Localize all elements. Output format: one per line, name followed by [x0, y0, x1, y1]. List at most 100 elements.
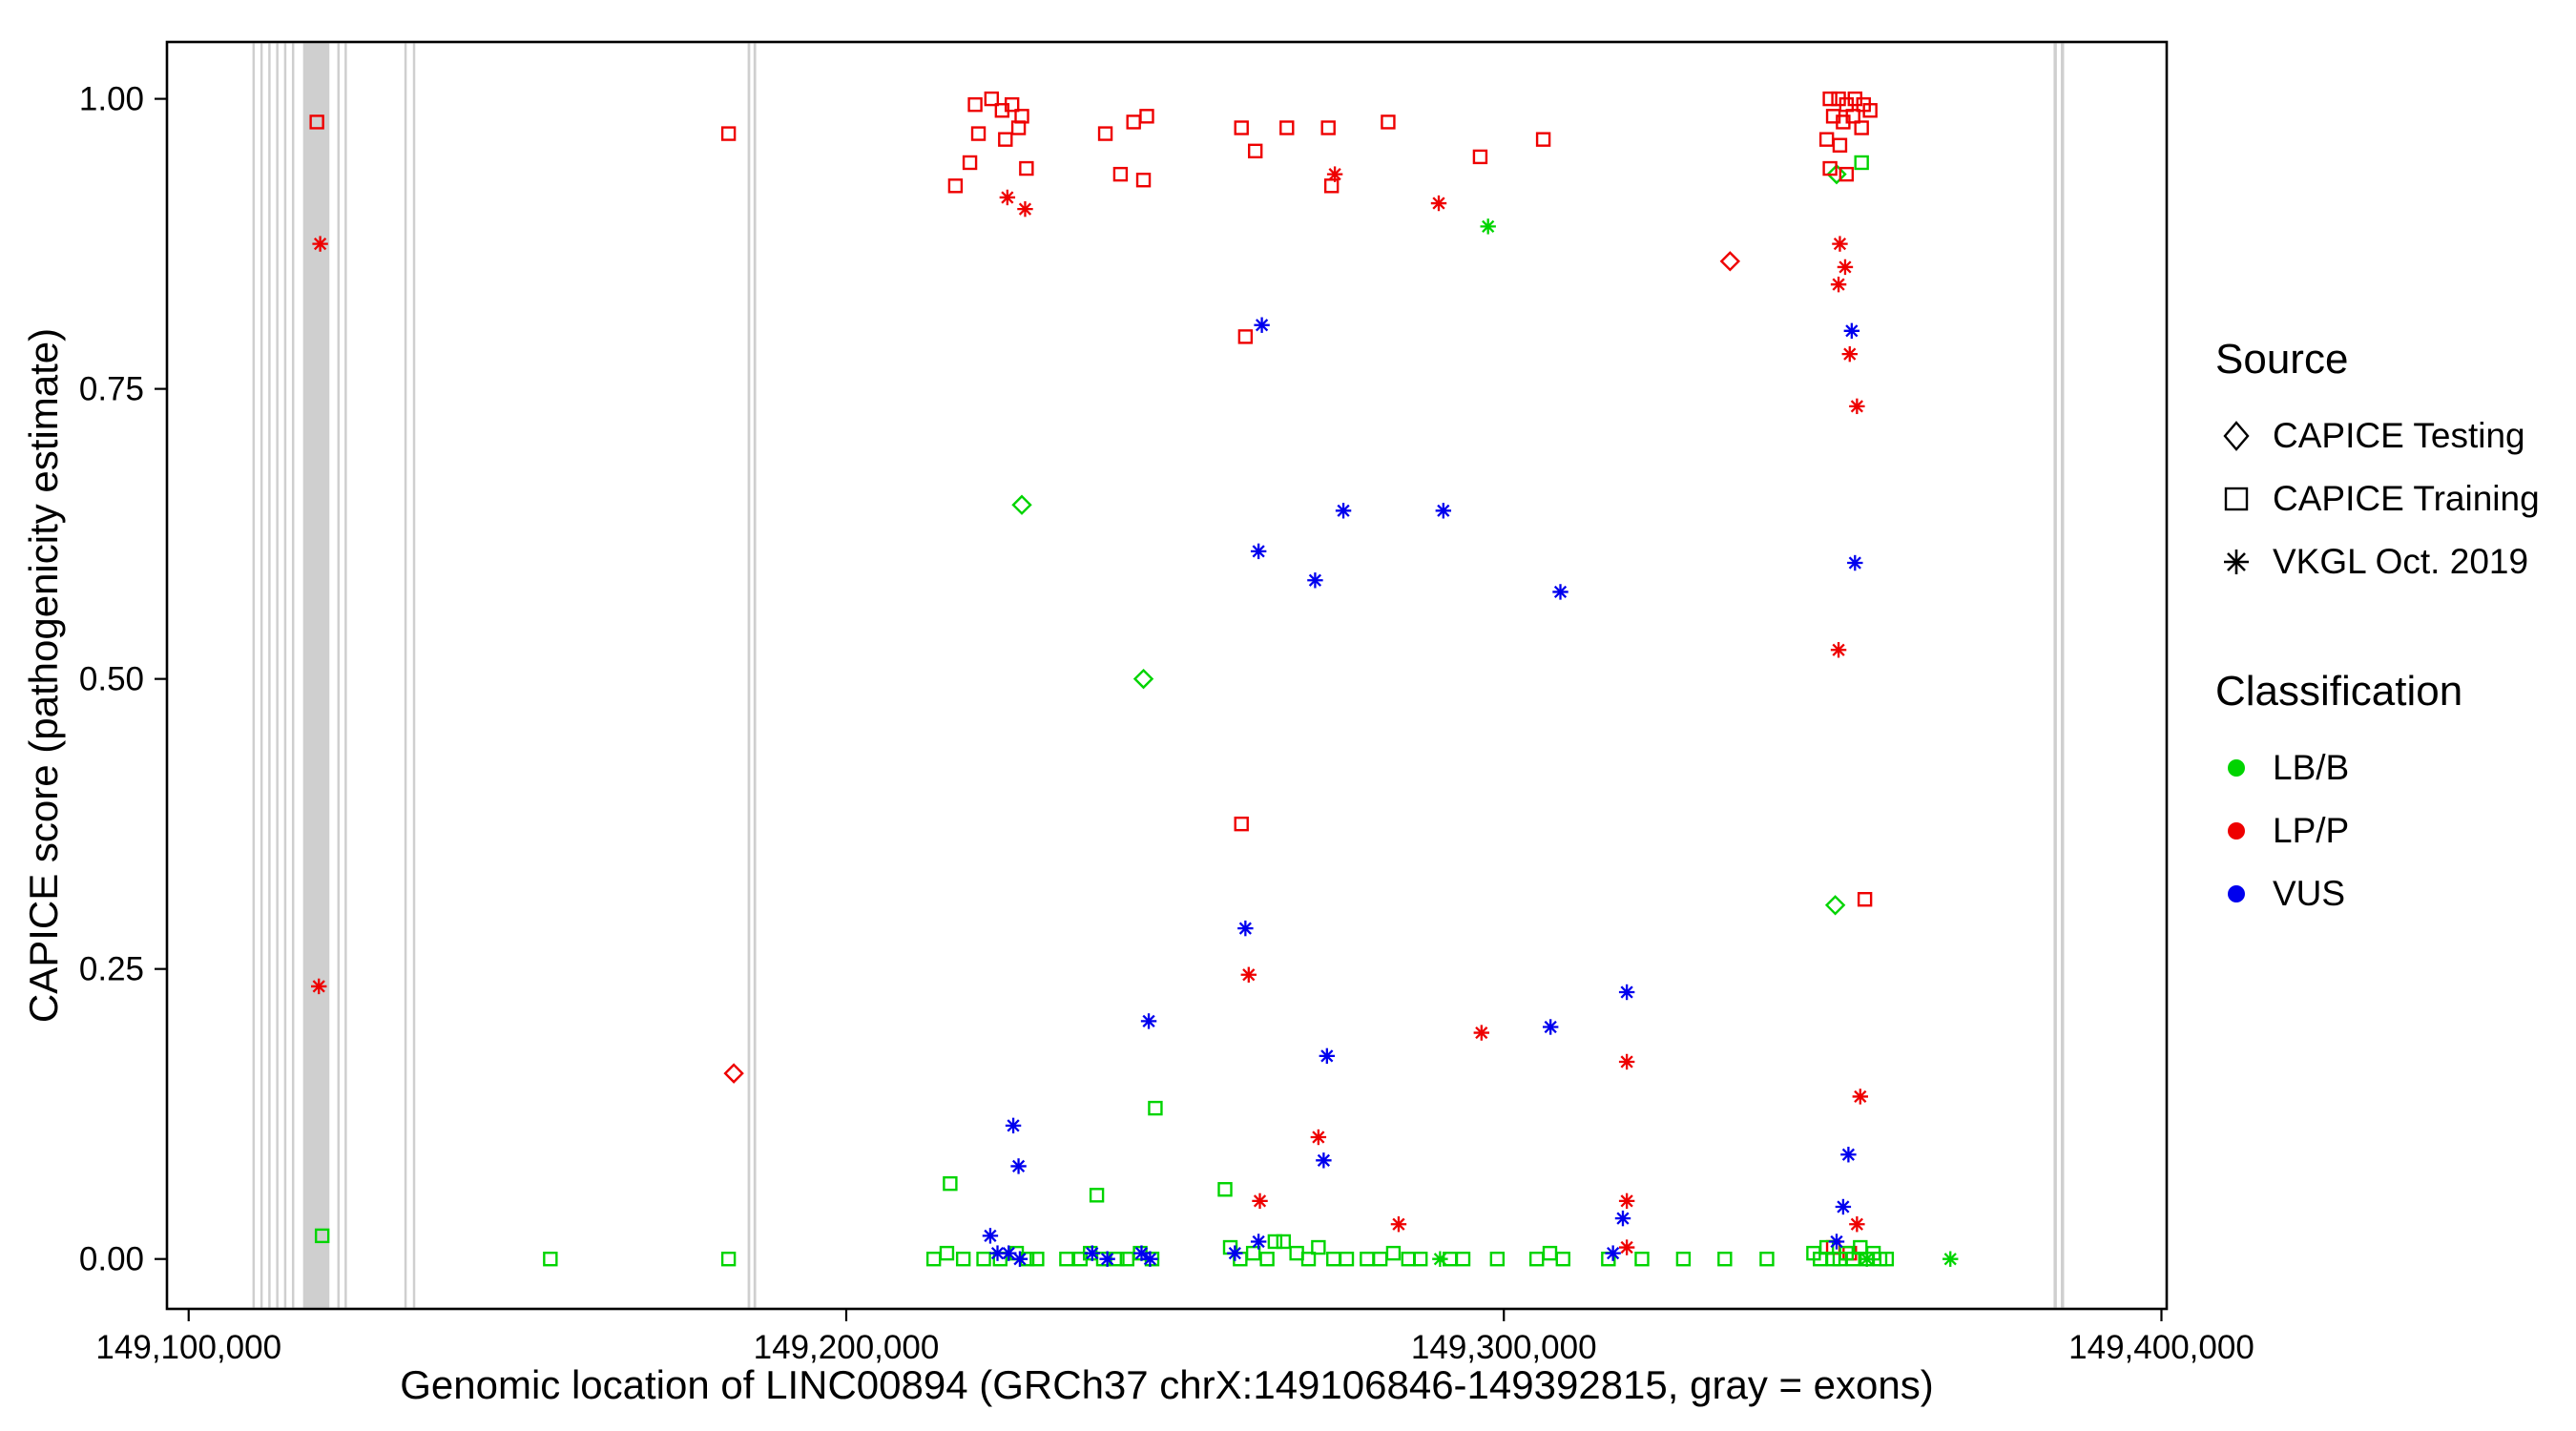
data-point — [1142, 1014, 1155, 1028]
data-point — [1317, 1153, 1330, 1167]
legend-item-lbb: LB/B — [2215, 736, 2570, 799]
diamond-icon — [2223, 421, 2250, 451]
data-point — [1228, 1247, 1241, 1260]
x-tick-label: 149,300,000 — [1411, 1329, 1597, 1366]
data-point — [984, 1229, 997, 1242]
y-tick-label: 0.00 — [79, 1241, 144, 1278]
data-point — [1001, 191, 1014, 204]
data-point — [1252, 545, 1265, 558]
data-point — [1839, 166, 1855, 182]
exon-band — [252, 43, 256, 1308]
data-point — [1217, 1182, 1233, 1197]
data-point — [1259, 1252, 1275, 1267]
legend-source-group: Source CAPICE Testing CAPICE Training — [2215, 336, 2570, 593]
legend-item-label: CAPICE Testing — [2273, 416, 2525, 455]
data-point — [976, 1252, 991, 1267]
data-point — [1824, 895, 1846, 916]
data-point — [1328, 168, 1341, 181]
data-point — [1234, 816, 1249, 832]
data-point — [1381, 114, 1396, 130]
data-point — [1854, 120, 1869, 135]
data-point — [1253, 1194, 1267, 1208]
data-point — [1850, 400, 1863, 413]
data-point — [1832, 643, 1845, 656]
data-point — [1607, 1247, 1620, 1260]
data-point — [309, 114, 324, 130]
data-point — [984, 91, 1000, 107]
x-tick-label: 149,400,000 — [2068, 1329, 2254, 1366]
data-point — [1553, 585, 1568, 599]
legend-item-capice-testing: CAPICE Testing — [2215, 404, 2570, 467]
data-point — [1860, 1253, 1874, 1266]
data-point — [1255, 319, 1269, 332]
data-point — [943, 1175, 958, 1192]
y-axis-title: CAPICE score (pathogenicity estimate) — [21, 327, 66, 1024]
data-point — [1616, 1212, 1630, 1225]
green-dot-icon — [2228, 759, 2245, 777]
data-point — [1837, 1200, 1850, 1213]
data-point — [947, 178, 964, 194]
exon-band — [337, 43, 341, 1308]
data-point — [1097, 126, 1113, 141]
data-point — [990, 1247, 1005, 1260]
data-point — [1248, 143, 1263, 159]
legend-item-capice-training: CAPICE Training — [2215, 467, 2570, 530]
data-point — [1139, 109, 1154, 124]
exon-band — [2053, 43, 2057, 1308]
data-point — [1059, 1252, 1074, 1267]
data-point — [1854, 155, 1869, 171]
legend-item-label: VUS — [2273, 874, 2346, 913]
data-point — [967, 96, 983, 113]
legend-classification-title: Classification — [2215, 668, 2463, 715]
data-point — [1845, 109, 1860, 124]
data-point — [313, 237, 327, 251]
data-point — [1089, 1188, 1105, 1203]
data-point — [1717, 1252, 1733, 1267]
x-tick-label: 149,100,000 — [95, 1329, 281, 1366]
data-point — [1843, 347, 1857, 361]
data-point — [1086, 1247, 1099, 1260]
data-point — [1029, 1252, 1045, 1267]
legend-item-vkgl: VKGL Oct. 2019 — [2215, 530, 2570, 593]
legend: Source CAPICE Testing CAPICE Training — [2215, 336, 2570, 925]
legend-item-label: LB/B — [2273, 748, 2350, 787]
data-point — [1134, 1247, 1149, 1260]
data-point — [1879, 1252, 1895, 1267]
data-point — [1101, 1253, 1114, 1266]
data-point — [1308, 573, 1322, 587]
data-point — [1634, 1252, 1650, 1267]
red-dot-icon — [2228, 822, 2245, 840]
data-point — [1132, 668, 1154, 690]
data-point — [1279, 120, 1295, 135]
data-point — [1018, 202, 1032, 216]
y-tick-label: 1.00 — [79, 81, 144, 118]
panel-border — [165, 40, 2169, 1311]
data-point — [1675, 1252, 1692, 1267]
data-point — [1555, 1252, 1570, 1267]
legend-item-label: LP/P — [2273, 811, 2350, 850]
data-point — [1019, 160, 1034, 176]
data-point — [1013, 1253, 1027, 1266]
data-point — [955, 1252, 971, 1267]
exon-band — [260, 43, 263, 1308]
data-point — [1143, 1253, 1157, 1266]
data-point — [1300, 1252, 1317, 1267]
legend-classification-group: Classification LB/B LP/P VUS — [2215, 668, 2570, 925]
data-point — [1845, 324, 1859, 338]
data-point — [1252, 1234, 1265, 1249]
data-point — [312, 980, 325, 993]
data-point — [1385, 1245, 1402, 1261]
data-point — [1857, 892, 1873, 907]
data-point — [1323, 178, 1340, 194]
exon-band — [412, 43, 416, 1308]
data-point — [1832, 137, 1848, 153]
exon-band — [404, 43, 407, 1308]
data-point — [1011, 494, 1032, 515]
data-point — [1620, 1194, 1633, 1208]
x-axis-title: Genomic location of LINC00894 (GRCh37 ch… — [400, 1362, 1934, 1407]
data-point — [1759, 1252, 1775, 1267]
legend-item-label: VKGL Oct. 2019 — [2273, 542, 2529, 581]
data-point — [1148, 1100, 1163, 1116]
data-point — [1850, 1217, 1863, 1231]
